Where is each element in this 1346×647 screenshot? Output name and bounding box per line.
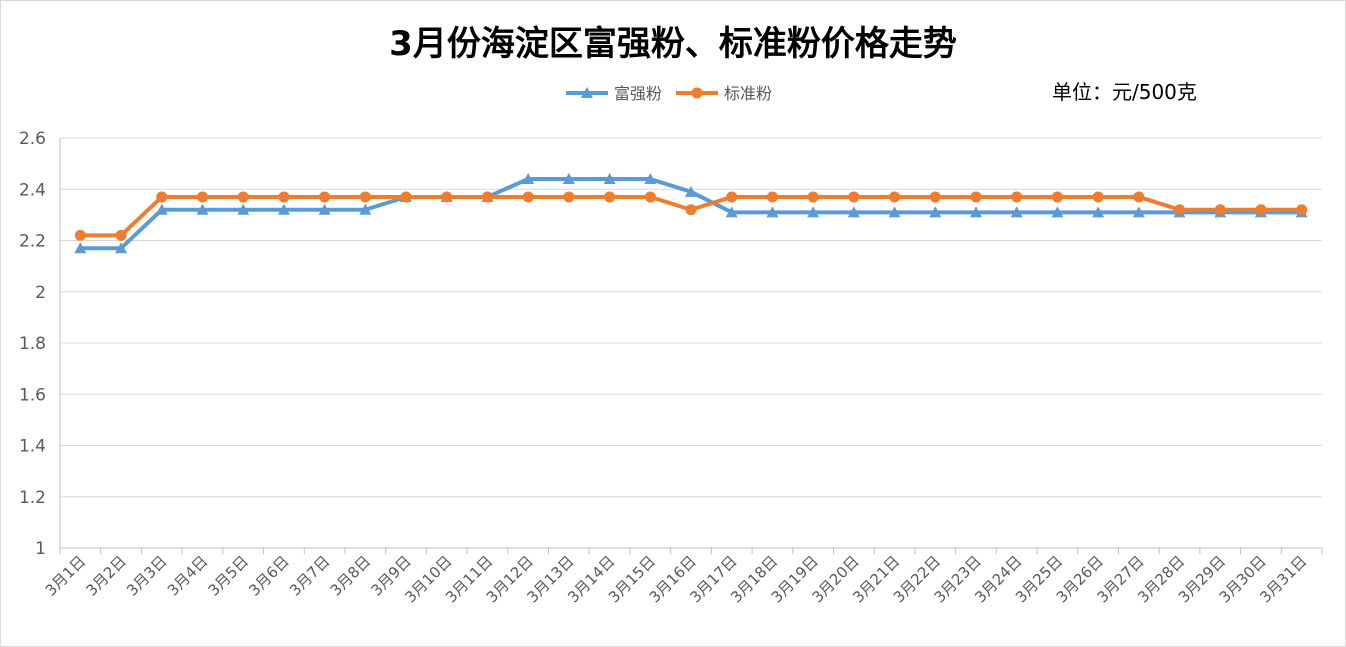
data-point-circle [1051, 191, 1063, 203]
data-point-circle [848, 191, 860, 203]
data-point-circle [319, 191, 331, 203]
data-point-triangle [1051, 206, 1064, 218]
legend-label-2: 标准粉 [724, 84, 772, 103]
data-point-circle [481, 191, 493, 203]
data-point-circle [74, 229, 86, 241]
data-point-circle [1296, 204, 1308, 216]
series-line-2 [80, 194, 1302, 238]
legend-marker-circle [691, 87, 703, 99]
x-tick-label: 3月5日 [205, 552, 252, 599]
unit-label: 单位：元/500克 [1052, 80, 1197, 104]
data-point-triangle [1092, 206, 1105, 218]
data-point-triangle [318, 203, 331, 215]
y-tick-label: 2 [35, 283, 46, 303]
data-point-triangle [277, 203, 290, 215]
y-tick-label: 1.6 [19, 385, 46, 405]
data-point-circle [604, 191, 616, 203]
x-tick-label: 3月3日 [123, 552, 170, 599]
data-point-circle [889, 191, 901, 203]
x-tick-label: 3月8日 [327, 552, 374, 599]
data-point-triangle [522, 173, 535, 184]
data-point-circle [400, 191, 412, 203]
data-point-triangle [359, 203, 372, 215]
x-tick-label: 3月7日 [286, 552, 333, 599]
data-point-triangle [1010, 206, 1023, 218]
data-point-circle [156, 191, 168, 203]
y-tick-label: 1.4 [19, 437, 46, 457]
data-point-circle [726, 191, 738, 203]
y-tick-label: 2.4 [19, 180, 46, 200]
data-point-circle [685, 204, 697, 216]
data-point-circle [1255, 204, 1267, 216]
data-point-circle [1092, 191, 1104, 203]
data-point-circle [644, 191, 656, 203]
data-point-circle [970, 191, 982, 203]
data-point-triangle [196, 203, 209, 215]
data-point-triangle [847, 206, 860, 218]
data-point-circle [359, 191, 371, 203]
data-point-triangle [807, 206, 820, 218]
data-point-circle [1011, 191, 1023, 203]
data-point-triangle [766, 206, 779, 218]
legend-label-1: 富强粉 [614, 84, 662, 103]
y-tick-label: 1.8 [19, 334, 46, 354]
data-point-triangle [562, 173, 575, 184]
data-point-triangle [725, 206, 738, 218]
data-point-triangle [237, 203, 250, 215]
data-point-circle [807, 191, 819, 203]
data-point-circle [278, 191, 290, 203]
legend-marker-triangle [581, 87, 593, 98]
data-point-circle [1133, 191, 1145, 203]
data-point-circle [1174, 204, 1186, 216]
x-tick-label: 3月1日 [42, 552, 89, 599]
data-point-circle [563, 191, 575, 203]
chart-title: 3月份海淀区富强粉、标准粉价格走势 [389, 24, 957, 64]
x-tick-label: 3月4日 [164, 552, 211, 599]
data-point-triangle [929, 206, 942, 218]
data-point-circle [237, 191, 249, 203]
data-point-circle [766, 191, 778, 203]
x-tick-label: 3月2日 [82, 552, 129, 599]
data-point-triangle [888, 206, 901, 218]
data-point-circle [1214, 204, 1226, 216]
y-tick-label: 1 [35, 539, 46, 559]
data-point-circle [929, 191, 941, 203]
data-point-circle [441, 191, 453, 203]
data-point-triangle [74, 242, 87, 254]
y-tick-label: 1.2 [19, 488, 46, 508]
data-point-circle [522, 191, 534, 203]
data-point-triangle [603, 173, 616, 184]
data-point-circle [115, 229, 127, 241]
y-tick-label: 2.6 [19, 129, 46, 149]
data-point-triangle [644, 173, 657, 184]
data-point-triangle [969, 206, 982, 218]
data-point-triangle [1132, 206, 1145, 218]
data-point-circle [196, 191, 208, 203]
data-point-triangle [155, 203, 168, 215]
y-tick-label: 2.2 [19, 232, 46, 252]
data-point-triangle [115, 242, 128, 254]
data-point-triangle [685, 185, 697, 197]
x-tick-label: 3月6日 [245, 552, 292, 599]
